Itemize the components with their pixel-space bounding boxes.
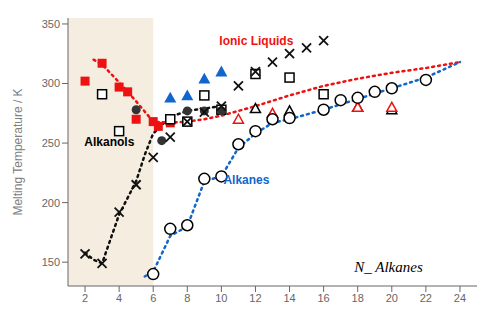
svg-text:150: 150 xyxy=(42,256,60,268)
html-text:Alkanols: Alkanols xyxy=(84,135,135,150)
svg-text:300: 300 xyxy=(42,77,60,89)
svg-text:8: 8 xyxy=(184,292,190,304)
svg-text:Melting Temperature / K: Melting Temperature / K xyxy=(11,88,25,215)
svg-text:6: 6 xyxy=(150,292,156,304)
svg-text:22: 22 xyxy=(420,292,432,304)
svg-text:10: 10 xyxy=(215,292,227,304)
svg-text:18: 18 xyxy=(352,292,364,304)
svg-text:24: 24 xyxy=(454,292,466,304)
html-text:Ionic Liquids: Ionic Liquids xyxy=(219,33,294,48)
svg-text:250: 250 xyxy=(42,137,60,149)
html-text:Alkanes: Alkanes xyxy=(223,173,270,187)
svg-text:20: 20 xyxy=(386,292,398,304)
svg-text:350: 350 xyxy=(42,18,60,30)
svg-text:14: 14 xyxy=(283,292,295,304)
svg-text:16: 16 xyxy=(318,292,330,304)
svg-text:12: 12 xyxy=(249,292,261,304)
svg-text:200: 200 xyxy=(42,197,60,209)
svg-text:2: 2 xyxy=(82,292,88,304)
svg-text:4: 4 xyxy=(116,292,122,304)
html-text:N_ Alkanes: N_ Alkanes xyxy=(354,258,423,275)
